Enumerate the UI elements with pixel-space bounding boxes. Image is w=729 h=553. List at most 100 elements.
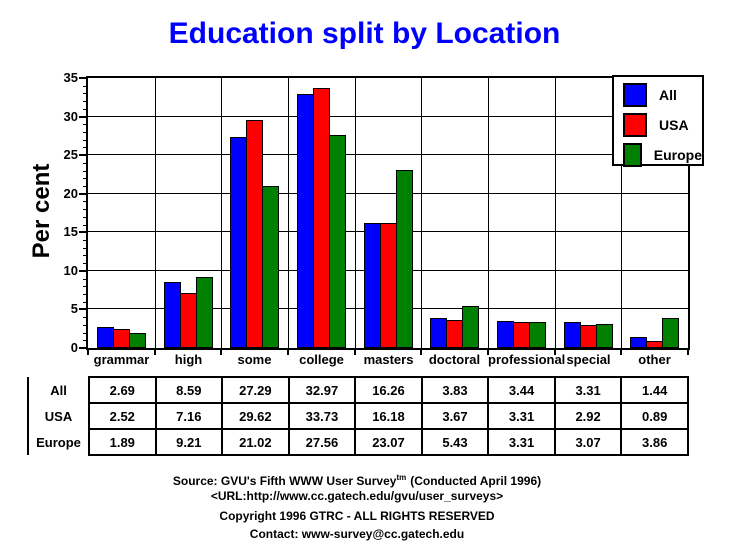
y-tick-label: 5: [70, 301, 78, 316]
bar-usa: [646, 341, 663, 348]
x-category-label: other: [638, 352, 671, 367]
bar-group: [430, 78, 479, 348]
v-gridline: [221, 78, 222, 348]
bar-usa: [513, 322, 530, 348]
source-url: <URL:http://www.cc.gatech.edu/gvu/user_s…: [210, 489, 504, 503]
table-cell: 3.31: [487, 402, 556, 430]
table-row-label: All: [27, 377, 90, 403]
bar-europe: [262, 186, 279, 348]
legend-item: USA: [623, 113, 702, 137]
bar-europe: [129, 333, 146, 348]
v-gridline: [421, 78, 422, 348]
table-cell: 8.59: [154, 376, 224, 404]
legend-swatch-usa: [623, 113, 647, 137]
bar-group: [497, 78, 546, 348]
bar-group: [97, 78, 146, 348]
table-cell: 27.56: [287, 428, 357, 456]
table-row: Europe 1.89 9.21 21.02 27.56 23.07 5.43 3.31 3.0…: [27, 428, 689, 456]
bar-group: [297, 78, 346, 348]
x-category-label: doctoral: [428, 352, 481, 367]
values-table: All 2.69 8.59 27.29 32.97 16.26 3.83 3.44 3.31 1.…: [27, 376, 689, 456]
x-category-label: professional: [488, 352, 566, 367]
table-row-label: USA: [27, 403, 90, 429]
h-gridline: [88, 116, 688, 117]
bar-group: [364, 78, 413, 348]
v-gridline: [555, 78, 556, 348]
table-cell: 16.26: [354, 376, 423, 404]
source-text: Source: GVU's Fifth WWW User Survey: [172, 474, 397, 488]
table-cell: 3.31: [553, 376, 623, 404]
table-cell: 2.92: [553, 402, 623, 430]
table-cell: 3.83: [420, 376, 490, 404]
bar-usa: [313, 88, 330, 348]
x-category-label: special: [566, 352, 611, 367]
table-row: All 2.69 8.59 27.29 32.97 16.26 3.83 3.44 3.31 1.…: [27, 376, 689, 404]
y-tick-label: 35: [63, 70, 78, 85]
v-gridline: [488, 78, 489, 348]
legend-swatch-europe: [623, 143, 642, 167]
table-cell: 27.29: [221, 376, 290, 404]
x-category-label: masters: [363, 352, 414, 367]
table-cell: 3.44: [487, 376, 556, 404]
x-boundary-tick: [354, 350, 356, 355]
y-axis-title: Per cent: [28, 163, 55, 259]
legend-item: All: [623, 83, 702, 107]
v-gridline: [621, 78, 622, 348]
bar-all: [230, 137, 247, 348]
bar-group: [630, 78, 679, 348]
chart-title: Education split by Location: [168, 17, 561, 50]
table-cell: 9.21: [154, 428, 224, 456]
table-cell: 3.67: [420, 402, 490, 430]
bar-all: [564, 322, 581, 348]
v-gridline: [355, 78, 356, 348]
table-cell: 2.69: [88, 376, 157, 404]
x-category-label: some: [237, 352, 272, 367]
bar-usa: [180, 293, 197, 348]
v-gridline: [288, 78, 289, 348]
table-cell: 1.44: [620, 376, 689, 404]
bar-europe: [396, 170, 413, 348]
table-row-label: Europe: [27, 429, 90, 455]
bar-usa: [446, 320, 463, 348]
bar-usa: [580, 325, 597, 348]
bar-group: [164, 78, 213, 348]
bar-europe: [329, 135, 346, 348]
bar-all: [430, 318, 447, 348]
bar-europe: [662, 318, 679, 348]
table-cell: 32.97: [287, 376, 357, 404]
h-gridline: [88, 154, 688, 155]
table-cell: 5.43: [420, 428, 490, 456]
x-boundary-tick: [87, 350, 89, 355]
legend-swatch-all: [623, 83, 647, 107]
trademark-superscript: tm: [396, 473, 407, 482]
data-table: All 2.69 8.59 27.29 32.97 16.26 3.83 3.44 3.31 1.…: [27, 376, 689, 456]
x-boundary-tick: [287, 350, 289, 355]
bar-all: [497, 321, 514, 348]
x-category-label: high: [174, 352, 203, 367]
table-cell: 0.89: [620, 402, 689, 430]
bar-europe: [196, 277, 213, 348]
table-cell: 21.02: [221, 428, 290, 456]
table-cell: 29.62: [221, 402, 290, 430]
x-boundary-tick: [620, 350, 622, 355]
bar-europe: [462, 306, 479, 348]
bar-all: [164, 282, 181, 348]
bar-group: [564, 78, 613, 348]
copyright-line: Copyright 1996 GTRC - ALL RIGHTS RESERVE…: [219, 509, 495, 523]
x-category-label: grammar: [93, 352, 150, 367]
table-cell: 3.86: [620, 428, 689, 456]
x-category-label: college: [299, 352, 344, 367]
table-cell: 33.73: [287, 402, 357, 430]
table-cell: 2.52: [88, 402, 157, 430]
legend-label: All: [659, 87, 677, 103]
table-cell: 1.89: [88, 428, 157, 456]
table-row: USA 2.52 7.16 29.62 33.73 16.18 3.67 3.31 2.92 0.…: [27, 402, 689, 430]
v-gridline: [155, 78, 156, 348]
y-tick-label: 30: [63, 109, 78, 124]
table-cell: 3.07: [553, 428, 623, 456]
bar-usa: [246, 120, 263, 348]
table-cell: 3.31: [487, 428, 556, 456]
contact-line: Contact: www-survey@cc.gatech.edu: [249, 527, 465, 541]
x-boundary-tick: [487, 350, 489, 355]
